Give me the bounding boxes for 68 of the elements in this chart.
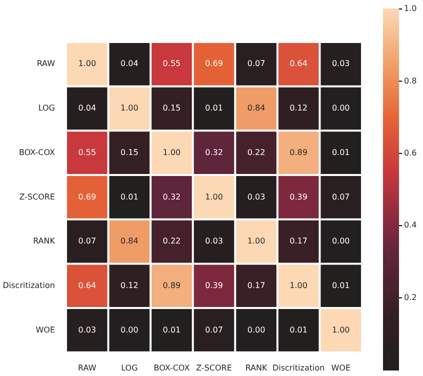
data-label: 0.01 [290, 325, 308, 334]
data-label: 0.15 [120, 148, 138, 157]
data-label: 0.03 [332, 59, 350, 68]
y-tick-label: Discritization [2, 280, 55, 290]
y-tick-label: WOE [36, 325, 55, 334]
y-tick-label: LOG [38, 104, 55, 113]
data-label: 0.03 [205, 236, 223, 246]
y-tick-label: RAW [36, 59, 56, 68]
data-label: 1.00 [290, 280, 308, 290]
data-label: 0.01 [205, 104, 223, 113]
data-label: 0.01 [120, 192, 138, 202]
data-label: 0.84 [247, 104, 266, 113]
data-label: 1.00 [120, 104, 138, 113]
data-label: 1.00 [332, 325, 350, 334]
data-label: 0.01 [332, 148, 350, 157]
data-label: 0.39 [290, 192, 308, 202]
data-label: 1.00 [78, 59, 96, 68]
data-label: 0.12 [290, 104, 308, 113]
data-label: 0.03 [78, 325, 96, 334]
data-label: 0.64 [290, 59, 308, 68]
data-label: 1.00 [247, 236, 266, 246]
data-label: 0.15 [162, 104, 181, 113]
y-tick-label: BOX-COX [19, 148, 56, 157]
color-bar-label: 0.2 [404, 292, 417, 302]
data-label: 0.01 [162, 325, 181, 334]
y-tick-label: RANK [33, 236, 56, 246]
color-bar-label: 0.4 [404, 220, 417, 230]
data-label: 0.22 [247, 148, 266, 157]
data-label: 0.32 [162, 192, 181, 202]
data-label: 0.04 [120, 59, 138, 68]
x-tick-label: Discritization [272, 363, 325, 372]
y-tick-label: Z-SCORE [19, 192, 55, 202]
data-label: 0.32 [205, 148, 223, 157]
data-label: 0.39 [205, 280, 223, 290]
data-label: 0.00 [120, 325, 138, 334]
data-label: 0.17 [247, 280, 266, 290]
data-label: 0.07 [78, 236, 96, 246]
x-tick-label: LOG [121, 363, 138, 372]
data-label: 0.69 [205, 59, 223, 68]
data-label: 0.12 [120, 280, 138, 290]
x-tick-label: Z-SCORE [196, 363, 232, 372]
x-tick-label: RAW [78, 363, 96, 372]
data-label: 0.55 [78, 148, 96, 157]
x-tick-label: RANK [245, 363, 268, 372]
data-label: 1.00 [162, 148, 181, 157]
color-bar-label: 1.0 [404, 4, 417, 14]
data-label: 0.89 [162, 280, 181, 290]
data-label: 0.64 [78, 280, 96, 290]
data-label: 0.04 [78, 104, 96, 113]
color-bar-label: 0.8 [404, 76, 417, 86]
data-label: 0.89 [290, 148, 308, 157]
data-label: 0.55 [162, 59, 181, 68]
data-label: 0.00 [247, 325, 266, 334]
data-label: 0.07 [205, 325, 223, 334]
data-label: 0.22 [162, 236, 181, 246]
x-tick-label: BOX-COX [154, 363, 190, 372]
data-label: 0.69 [78, 192, 96, 202]
data-label: 0.03 [247, 192, 266, 202]
data-label: 0.00 [332, 236, 350, 246]
data-label: 0.00 [332, 104, 350, 113]
data-label: 0.07 [247, 59, 266, 68]
data-label: 0.17 [290, 236, 308, 246]
color-bar-label: 0.6 [404, 148, 417, 158]
data-label: 1.00 [205, 192, 223, 202]
data-label: 0.07 [332, 192, 350, 202]
x-tick-label: WOE [331, 363, 350, 372]
data-label: 0.84 [120, 236, 138, 246]
data-label: 0.01 [332, 280, 350, 290]
